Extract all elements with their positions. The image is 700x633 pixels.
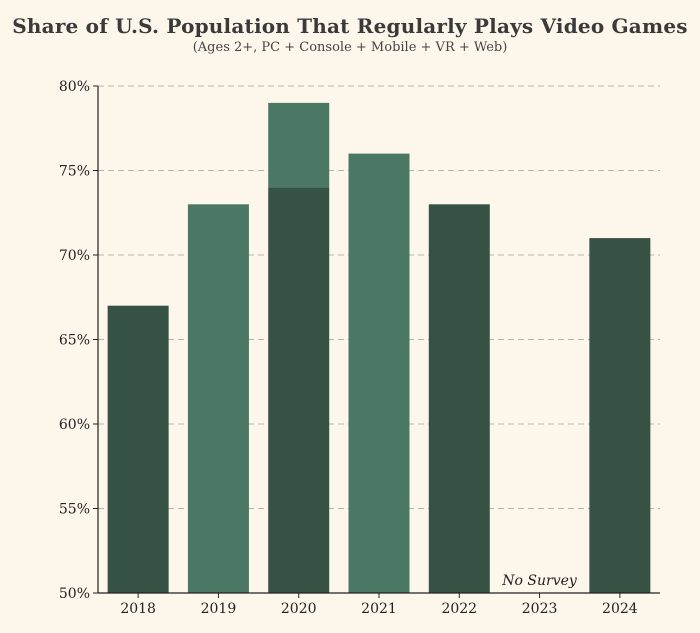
bar-2018	[107, 305, 169, 593]
y-tick-label: 75%	[59, 164, 90, 180]
bar-2024	[589, 238, 651, 593]
x-tick-label: 2024	[602, 601, 638, 617]
chart-title: Share of U.S. Population That Regularly …	[12, 14, 688, 38]
bar-2020	[268, 187, 330, 593]
chart-subtitle: (Ages 2+, PC + Console + Mobile + VR + W…	[192, 40, 508, 55]
annotation-no-survey: No Survey	[501, 573, 578, 589]
bar-2019	[187, 204, 249, 594]
bar-segment-2020	[268, 102, 330, 188]
y-tick-label: 65%	[59, 333, 90, 349]
x-tick-label: 2021	[361, 601, 397, 617]
y-tick-label: 70%	[59, 248, 90, 264]
x-tick-label: 2019	[201, 601, 237, 617]
x-tick-label: 2020	[281, 601, 317, 617]
y-tick-label: 80%	[59, 79, 90, 95]
bar-2022	[428, 204, 490, 594]
y-tick-label: 55%	[59, 502, 90, 518]
bar-2021	[348, 153, 410, 593]
y-tick-label: 50%	[59, 586, 90, 602]
y-tick-label: 60%	[59, 417, 90, 433]
x-tick-label: 2023	[522, 601, 558, 617]
x-tick-label: 2018	[120, 601, 156, 617]
x-tick-label: 2022	[441, 601, 477, 617]
